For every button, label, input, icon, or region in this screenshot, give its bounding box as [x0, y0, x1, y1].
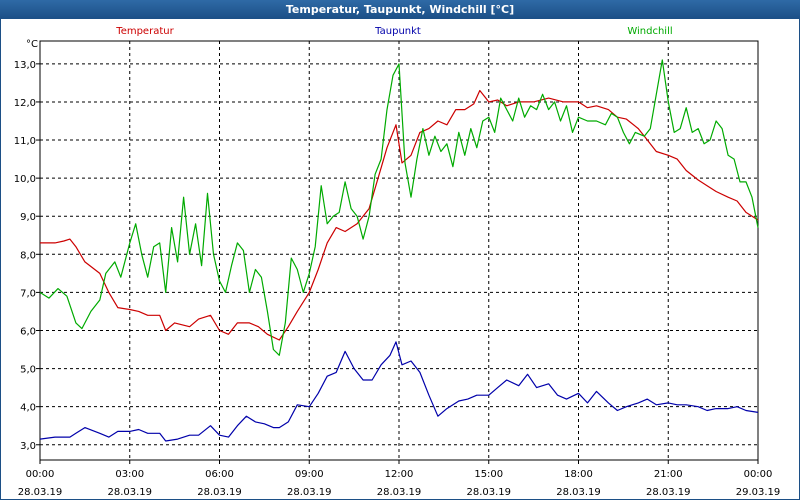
x-tick-date-label: 28.03.19	[556, 487, 601, 498]
x-tick-date-label: 28.03.19	[466, 487, 511, 498]
y-tick-label: 5,0	[20, 365, 36, 376]
x-tick-time-label: 15:00	[474, 469, 503, 480]
series-line-temperatur	[40, 89, 759, 341]
legend-item-windchill: Windchill	[627, 26, 672, 37]
x-tick-date-label: 28.03.19	[18, 487, 63, 498]
x-axis-ticks: 00:00 28.03.19 03:00 28.03.19 06:00 28.03.19 0…	[18, 460, 781, 498]
x-tick-time-label: 12:00	[385, 469, 414, 480]
y-tick-label: 8,0	[20, 250, 36, 261]
legend-item-temperatur: Temperatur	[115, 26, 174, 37]
y-tick-label: 6,0	[20, 326, 36, 337]
y-tick-label: 10,0	[14, 174, 36, 185]
y-axis-ticks: 3,0 4,0 5,0 6,0 7,0 8,0 9,0 10,0 11,0 12,0 13,0	[14, 60, 40, 452]
x-tick-time-label: 00:00	[26, 469, 55, 480]
x-tick-time-label: 18:00	[564, 469, 593, 480]
x-tick-date-label: 29.03.19	[736, 487, 781, 498]
x-tick-date-label: 28.03.19	[377, 487, 422, 498]
y-tick-label: 9,0	[20, 212, 36, 223]
y-axis-unit-label: °C	[26, 39, 38, 50]
grid-lines	[40, 41, 758, 460]
y-tick-label: 12,0	[14, 98, 36, 109]
x-tick-time-label: 06:00	[205, 469, 234, 480]
x-tick-time-label: 00:00	[744, 469, 773, 480]
series-lines	[39, 59, 759, 442]
legend-item-taupunkt: Taupunkt	[374, 26, 421, 37]
y-tick-label: 3,0	[20, 441, 36, 452]
series-line-windchill	[39, 59, 759, 356]
x-tick-time-label: 03:00	[115, 469, 144, 480]
x-tick-time-label: 21:00	[654, 469, 683, 480]
x-tick-date-label: 28.03.19	[107, 487, 152, 498]
y-tick-label: 4,0	[20, 403, 36, 414]
y-tick-label: 13,0	[14, 60, 36, 71]
x-tick-date-label: 28.03.19	[197, 487, 242, 498]
x-tick-time-label: 09:00	[295, 469, 324, 480]
x-tick-date-label: 28.03.19	[646, 487, 691, 498]
window-title: Temperatur, Taupunkt, Windchill [°C]	[0, 0, 800, 19]
y-tick-label: 11,0	[14, 136, 36, 147]
legend: Temperatur Taupunkt Windchill	[115, 26, 672, 37]
series-line-taupunkt	[39, 341, 759, 442]
x-tick-date-label: 28.03.19	[287, 487, 332, 498]
y-tick-label: 7,0	[20, 288, 36, 299]
